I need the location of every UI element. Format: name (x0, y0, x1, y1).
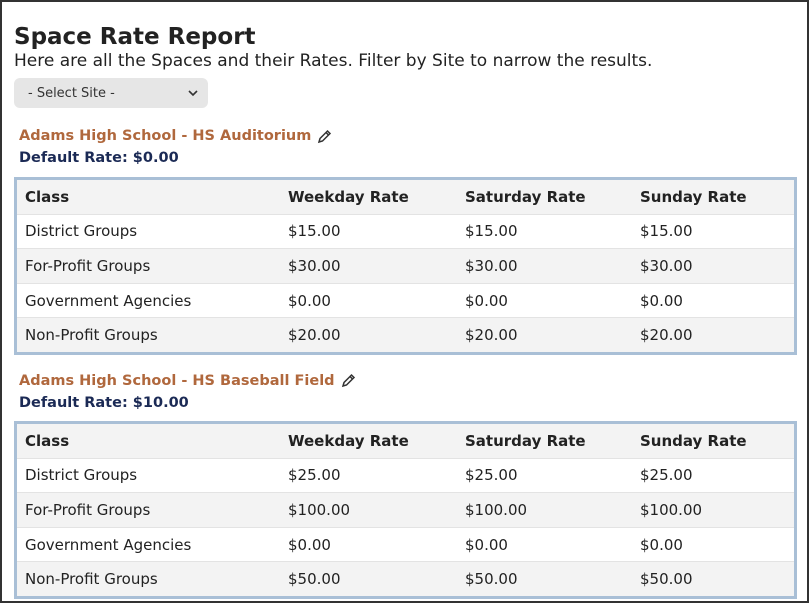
rate-cell: $0.00 (280, 526, 457, 562)
space-name[interactable]: Adams High School - HS Auditorium (19, 128, 312, 144)
column-header: Sunday Rate (632, 178, 796, 215)
column-header: Class (15, 421, 280, 459)
rate-cell: $30.00 (280, 248, 457, 284)
rate-row: For-Profit Groups $100.00 $100.00 $100.00 (15, 492, 796, 528)
rate-cell: $100.00 (632, 492, 796, 528)
rate-cell: Non-Profit Groups (15, 317, 280, 354)
rate-row: District Groups $15.00 $15.00 $15.00 (15, 213, 796, 249)
rate-cell: Government Agencies (15, 526, 280, 562)
rate-cell: $15.00 (632, 213, 796, 249)
column-header: Saturday Rate (457, 178, 632, 215)
space-heading: Adams High School - HS Baseball Field (14, 370, 807, 392)
edit-icon[interactable] (341, 373, 356, 388)
rate-cell: $25.00 (280, 457, 457, 493)
rate-cell: District Groups (15, 457, 280, 493)
column-header: Sunday Rate (632, 421, 796, 459)
rate-cell: $20.00 (632, 317, 796, 354)
rate-row: Government Agencies $0.00 $0.00 $0.00 (15, 526, 796, 562)
rate-cell: $15.00 (457, 213, 632, 249)
column-header: Weekday Rate (280, 421, 457, 459)
rate-cell: $15.00 (280, 213, 457, 249)
rate-cell: $0.00 (280, 282, 457, 318)
default-rate: Default Rate: $10.00 (19, 394, 189, 411)
column-header: Saturday Rate (457, 421, 632, 459)
rate-table-body: Class Weekday Rate Saturday Rate Sunday Rat… (15, 178, 796, 354)
rate-cell: District Groups (15, 213, 280, 249)
column-header: Class (15, 178, 280, 215)
default-rate: Default Rate: $0.00 (19, 150, 179, 166)
rate-row: Non-Profit Groups $20.00 $20.00 $20.00 (15, 317, 796, 354)
page-subtitle: Here are all the Spaces and their Rates.… (14, 51, 653, 71)
header-row: Class Weekday Rate Saturday Rate Sunday Rat… (15, 178, 796, 215)
rate-cell: Government Agencies (15, 282, 280, 318)
rate-cell: $30.00 (632, 248, 796, 284)
site-select[interactable]: - Select Site - (14, 78, 208, 108)
rate-cell: $100.00 (457, 492, 632, 528)
rate-cell: For-Profit Groups (15, 248, 280, 284)
rate-row: District Groups $25.00 $25.00 $25.00 (15, 457, 796, 493)
select-arrow (188, 89, 198, 96)
rate-row: Non-Profit Groups $50.00 $50.00 $50.00 (15, 561, 796, 598)
header-row: Class Weekday Rate Saturday Rate Sunday Rat… (15, 421, 796, 459)
sections: Adams High School - HS Auditorium Default… (14, 125, 807, 599)
column-header: Weekday Rate (280, 178, 457, 215)
rate-cell: For-Profit Groups (15, 492, 280, 528)
space-section: Adams High School - HS Baseball Field Def… (14, 370, 807, 599)
rate-table: Class Weekday Rate Saturday Rate Sunday Rat… (14, 420, 797, 599)
edit-icon[interactable] (317, 129, 332, 144)
rate-row: For-Profit Groups $30.00 $30.00 $30.00 (15, 248, 796, 284)
rate-cell: $0.00 (632, 282, 796, 318)
page-title: Space Rate Report (14, 24, 256, 50)
space-name[interactable]: Adams High School - HS Baseball Field (19, 372, 335, 389)
rate-table: Class Weekday Rate Saturday Rate Sunday Rat… (14, 177, 797, 355)
rate-row: Government Agencies $0.00 $0.00 $0.00 (15, 282, 796, 318)
rate-cell: $0.00 (632, 526, 796, 562)
rate-cell: Non-Profit Groups (15, 561, 280, 598)
rate-cell: $20.00 (457, 317, 632, 354)
rate-cell: $20.00 (280, 317, 457, 354)
rate-table-body: Class Weekday Rate Saturday Rate Sunday Rat… (15, 421, 796, 598)
rate-cell: $0.00 (457, 526, 632, 562)
rate-cell: $100.00 (280, 492, 457, 528)
space-section: Adams High School - HS Auditorium Default… (14, 125, 807, 355)
rate-cell: $30.00 (457, 248, 632, 284)
rate-cell: $50.00 (457, 561, 632, 598)
select-placeholder: - Select Site - (28, 85, 115, 101)
rate-cell: $25.00 (457, 457, 632, 493)
rate-cell: $25.00 (632, 457, 796, 493)
rate-cell: $50.00 (632, 561, 796, 598)
space-heading: Adams High School - HS Auditorium (14, 125, 807, 147)
rate-cell: $50.00 (280, 561, 457, 598)
rate-cell: $0.00 (457, 282, 632, 318)
